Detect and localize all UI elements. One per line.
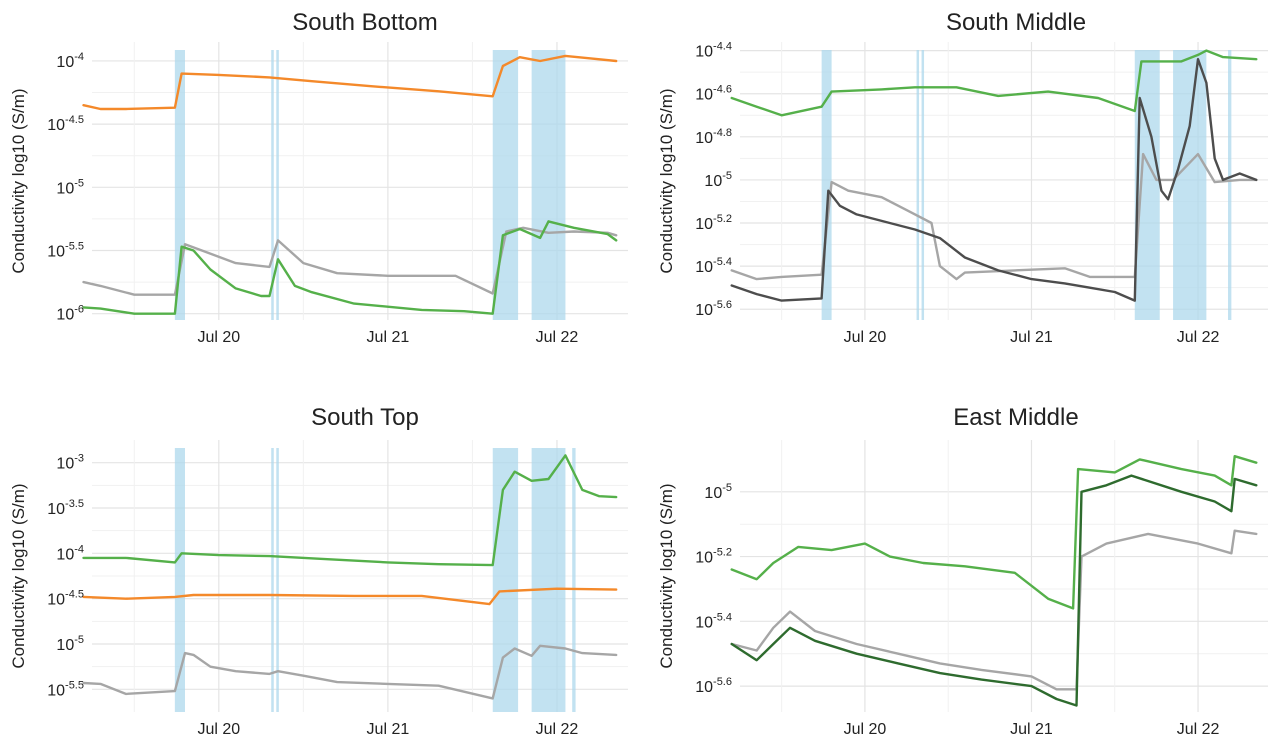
- y-tick-label: 10-5.4: [695, 256, 732, 276]
- panel-title: South Middle: [946, 9, 1086, 36]
- shaded-interval: [174, 448, 185, 712]
- shaded-interval: [821, 50, 832, 320]
- series-line-1: [82, 54, 618, 111]
- panel-title: South Top: [311, 404, 419, 431]
- series-line-2: [82, 587, 618, 606]
- y-tick-label: 10-3: [56, 453, 84, 473]
- series-line-3: [82, 644, 618, 700]
- y-tick-label: 10-6: [56, 304, 84, 324]
- y-axis-label: Conductivity log10 (S/m): [9, 88, 28, 273]
- y-tick-label: 10-4.5: [47, 114, 84, 134]
- y-tick-label: 10-5.6: [695, 299, 732, 319]
- x-tick-label: Jul 21: [1010, 329, 1053, 346]
- chart-panel-4: East Middle Conductivity log10 (S/m) 10-5.…: [657, 404, 1268, 738]
- series-line-3: [730, 58, 1258, 302]
- shaded-interval: [531, 50, 566, 320]
- panel-title: South Bottom: [292, 9, 437, 36]
- series-line-2: [730, 152, 1258, 281]
- shaded-interval: [916, 50, 920, 320]
- shaded-interval: [531, 448, 566, 712]
- x-tick-label: Jul 20: [844, 329, 887, 346]
- shaded-interval: [492, 448, 519, 712]
- series-line-1: [730, 455, 1258, 610]
- shaded-interval: [276, 448, 279, 712]
- y-tick-label: 10-5.4: [695, 611, 732, 631]
- y-tick-label: 10-5: [704, 482, 732, 502]
- y-tick-label: 10-3.5: [47, 498, 84, 518]
- x-tick-label: Jul 22: [536, 721, 579, 738]
- x-tick-label: Jul 21: [367, 721, 410, 738]
- shaded-interval: [271, 50, 274, 320]
- y-tick-label: 10-5: [56, 177, 84, 197]
- x-tick-label: Jul 20: [197, 329, 240, 346]
- y-tick-label: 10-5: [56, 634, 84, 654]
- y-tick-label: 10-4.8: [695, 127, 732, 147]
- shaded-interval: [174, 50, 185, 320]
- x-tick-label: Jul 22: [1177, 329, 1220, 346]
- y-axis-label: Conductivity log10 (S/m): [657, 88, 676, 273]
- shaded-interval: [1134, 50, 1160, 320]
- panel-title: East Middle: [953, 404, 1078, 431]
- shaded-interval: [1228, 50, 1232, 320]
- x-tick-label: Jul 22: [536, 329, 579, 346]
- series-line-2: [730, 529, 1258, 691]
- series-line-1: [82, 454, 618, 567]
- y-tick-label: 10-5.5: [47, 241, 84, 261]
- y-tick-label: 10-5: [704, 170, 732, 190]
- chart-panel-3: South Top Conductivity log10 (S/m) 10-5.5 1…: [9, 404, 628, 738]
- y-tick-label: 10-4.4: [695, 41, 732, 61]
- y-tick-label: 10-4: [56, 543, 84, 563]
- y-tick-label: 10-4.5: [47, 589, 84, 609]
- x-tick-label: Jul 21: [1010, 721, 1053, 738]
- chart-panel-2: South Middle Conductivity log10 (S/m) 10-5…: [657, 9, 1268, 346]
- y-tick-label: 10-5.2: [695, 213, 732, 233]
- shaded-interval: [921, 50, 925, 320]
- shaded-interval: [276, 50, 279, 320]
- y-tick-label: 10-5.6: [695, 676, 732, 696]
- y-tick-label: 10-5.2: [695, 547, 732, 567]
- x-tick-label: Jul 21: [367, 329, 410, 346]
- x-tick-label: Jul 20: [197, 721, 240, 738]
- y-tick-label: 10-5.5: [47, 679, 84, 699]
- chart-panel-1: South Bottom Conductivity log10 (S/m) 10-6…: [9, 9, 628, 346]
- x-tick-label: Jul 22: [1177, 721, 1220, 738]
- y-axis-label: Conductivity log10 (S/m): [9, 483, 28, 668]
- series-line-3: [82, 220, 618, 315]
- shaded-interval: [1173, 50, 1207, 320]
- y-tick-label: 10-4: [56, 51, 84, 71]
- series-line-3: [730, 474, 1258, 707]
- y-tick-label: 10-4.6: [695, 84, 732, 104]
- series-line-1: [730, 49, 1258, 117]
- shaded-interval: [572, 448, 576, 712]
- shaded-interval: [271, 448, 274, 712]
- y-axis-label: Conductivity log10 (S/m): [657, 483, 676, 668]
- x-tick-label: Jul 20: [844, 721, 887, 738]
